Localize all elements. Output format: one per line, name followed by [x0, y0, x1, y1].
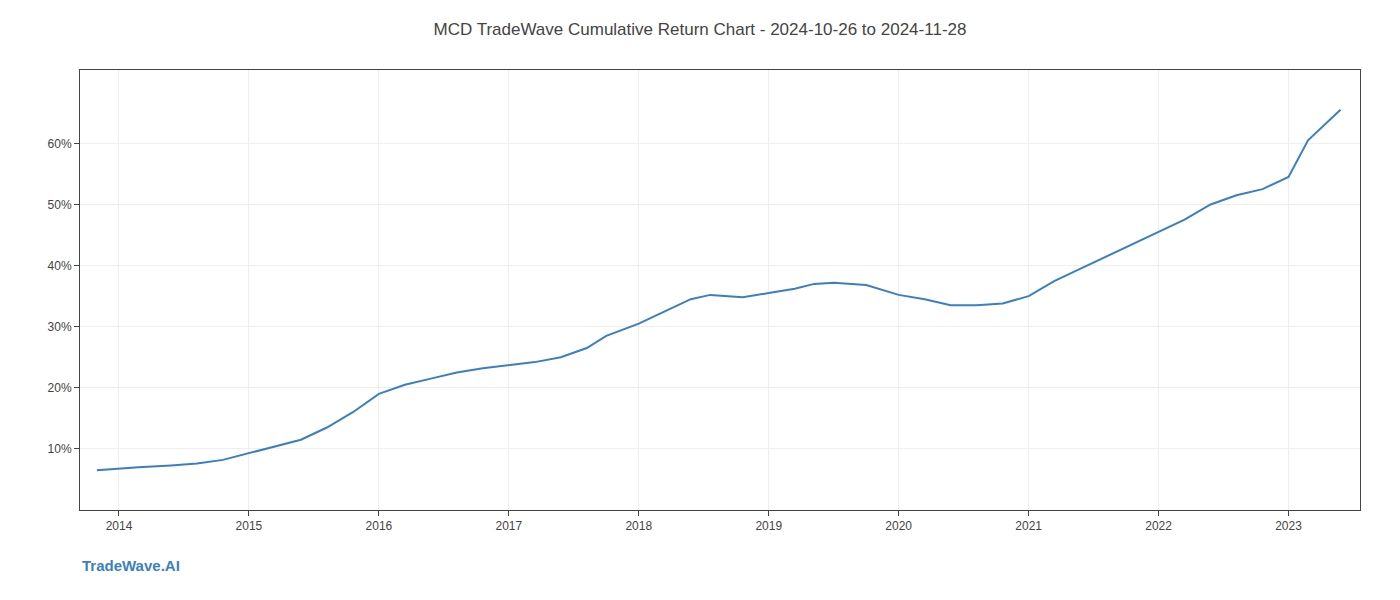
svg-text:2021: 2021	[1015, 519, 1042, 533]
svg-text:2022: 2022	[1145, 519, 1172, 533]
svg-text:50%: 50%	[48, 198, 72, 212]
svg-text:TradeWave.AI: TradeWave.AI	[82, 557, 180, 574]
svg-text:20%: 20%	[48, 381, 72, 395]
svg-text:10%: 10%	[48, 442, 72, 456]
svg-text:40%: 40%	[48, 259, 72, 273]
svg-text:2016: 2016	[366, 519, 393, 533]
svg-text:2018: 2018	[625, 519, 652, 533]
svg-text:60%: 60%	[48, 137, 72, 151]
svg-text:2023: 2023	[1275, 519, 1302, 533]
svg-text:2017: 2017	[495, 519, 522, 533]
svg-text:30%: 30%	[48, 320, 72, 334]
svg-text:2019: 2019	[755, 519, 782, 533]
svg-text:2015: 2015	[236, 519, 263, 533]
svg-text:MCD TradeWave Cumulative Retur: MCD TradeWave Cumulative Return Chart - …	[434, 20, 967, 39]
svg-text:2014: 2014	[106, 519, 133, 533]
svg-text:2020: 2020	[885, 519, 912, 533]
